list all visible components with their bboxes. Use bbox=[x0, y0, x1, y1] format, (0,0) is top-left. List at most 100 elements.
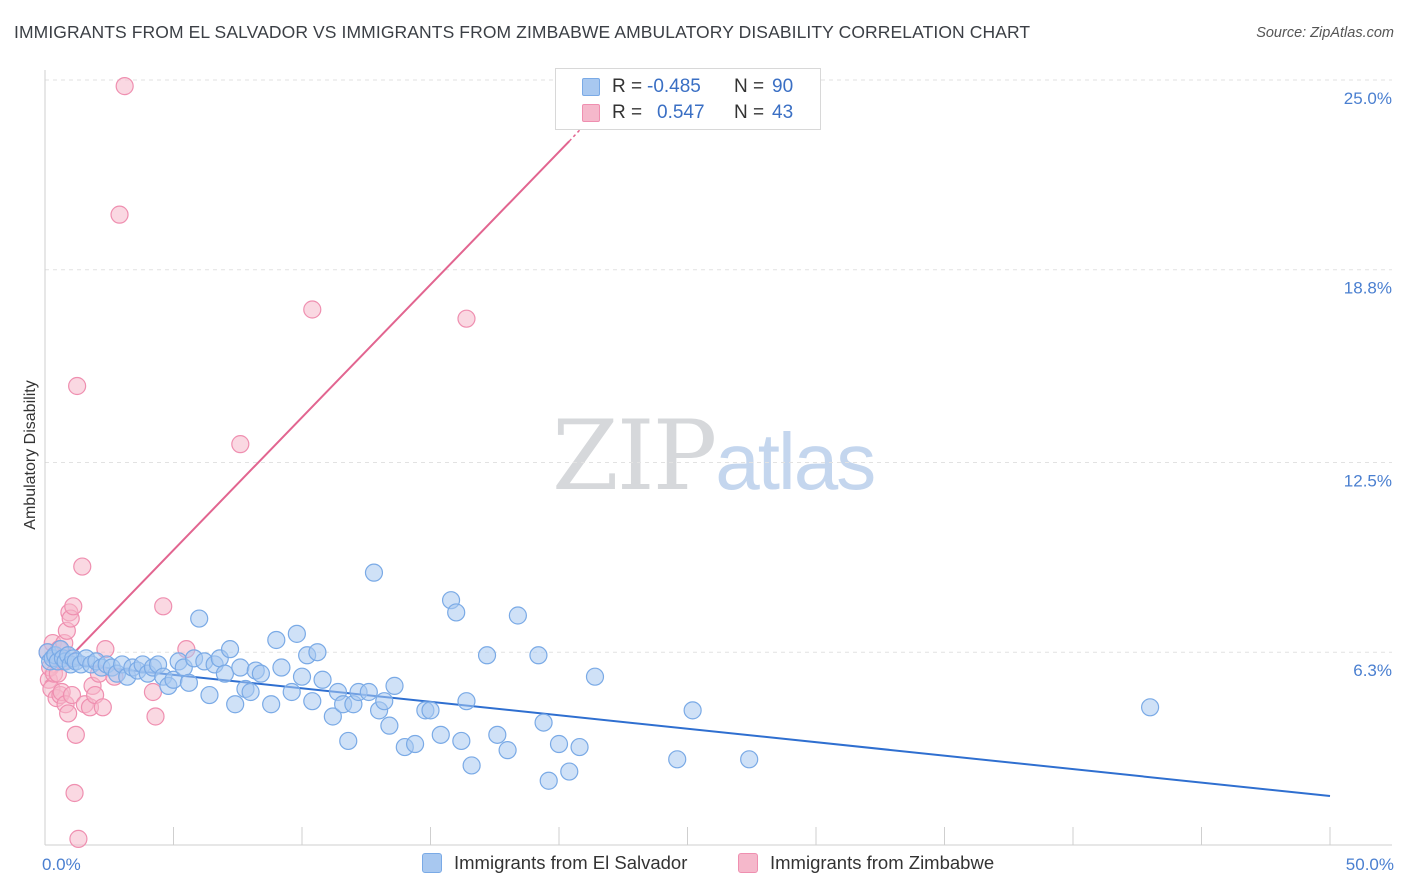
zimbabwe-point-23 bbox=[68, 376, 87, 396]
legend-r-value: -0.485 bbox=[647, 76, 701, 97]
y-tick-label-2: 12.5% bbox=[1344, 472, 1392, 491]
el-salvador-point-58 bbox=[323, 707, 342, 726]
zimbabwe-point-40 bbox=[231, 435, 250, 454]
y-axis-label: Ambulatory Disability bbox=[22, 380, 39, 529]
legend-swatch-el-salvador bbox=[582, 78, 600, 96]
legend-r-label: R = bbox=[612, 102, 643, 123]
el-salvador-point-68 bbox=[380, 716, 399, 735]
el-salvador-point-74 bbox=[431, 725, 450, 744]
el-salvador-point-93 bbox=[740, 750, 759, 769]
el-salvador-point-91 bbox=[668, 750, 687, 769]
watermark-zip: ZIP bbox=[552, 400, 717, 512]
zimbabwe-point-42 bbox=[457, 309, 476, 328]
watermark-atlas: atlas bbox=[715, 417, 876, 506]
zimbabwe-point-38 bbox=[154, 597, 173, 616]
el-salvador-point-86 bbox=[539, 771, 558, 790]
legend-swatch-el-salvador bbox=[422, 853, 442, 873]
legend-n-value: 43 bbox=[772, 102, 794, 123]
el-salvador-point-92 bbox=[683, 701, 702, 720]
y-tick-labels: 25.0% 18.8% 12.5% 6.3% bbox=[1344, 89, 1392, 680]
el-salvador-point-89 bbox=[570, 737, 589, 757]
zimbabwe-point-31 bbox=[93, 698, 112, 717]
zimbabwe-point-36 bbox=[143, 682, 163, 702]
el-salvador-point-55 bbox=[303, 692, 322, 711]
legend-r-value: 0.547 bbox=[657, 102, 705, 123]
el-salvador-point-57 bbox=[313, 670, 332, 689]
zimbabwe-point-21 bbox=[65, 783, 84, 803]
zimbabwe-point-24 bbox=[69, 829, 88, 848]
el-salvador-point-85 bbox=[534, 713, 553, 732]
el-salvador-point-45 bbox=[241, 682, 260, 702]
el-salvador-point-87 bbox=[549, 734, 569, 754]
el-salvador-point-52 bbox=[287, 624, 306, 643]
el-salvador-point-40 bbox=[215, 664, 234, 683]
el-salvador-point-65 bbox=[364, 563, 384, 582]
el-salvador-point-42 bbox=[226, 695, 245, 714]
el-salvador-point-94 bbox=[1140, 698, 1160, 717]
chart-title: IMMIGRANTS FROM EL SALVADOR VS IMMIGRANT… bbox=[14, 22, 1031, 42]
x-tick-labels: 0.0% 50.0% bbox=[42, 855, 1394, 874]
x-tick-label-0: 0.0% bbox=[42, 855, 81, 874]
el-salvador-point-73 bbox=[421, 701, 440, 720]
x-tick-label-1: 50.0% bbox=[1346, 855, 1394, 874]
source-label: Source: ZipAtlas.com bbox=[1256, 25, 1394, 41]
el-salvador-point-35 bbox=[190, 609, 209, 628]
trend-el-salvador bbox=[44, 660, 1331, 798]
axes bbox=[44, 70, 1392, 846]
el-salvador-point-50 bbox=[272, 658, 291, 677]
y-tick-label-3: 6.3% bbox=[1353, 661, 1392, 680]
el-salvador-point-84 bbox=[529, 646, 548, 665]
el-salvador-point-79 bbox=[462, 756, 481, 775]
y-tick-label-1: 18.8% bbox=[1344, 279, 1392, 298]
el-salvador-point-83 bbox=[508, 606, 527, 625]
points-el-salvador bbox=[38, 563, 1160, 790]
zimbabwe-point-20 bbox=[64, 597, 83, 616]
correlation-legend: R = -0.485 N = 90 R = 0.547 N = 43 bbox=[555, 68, 821, 130]
zimbabwe-point-19 bbox=[62, 685, 82, 705]
el-salvador-point-33 bbox=[179, 673, 199, 692]
el-salvador-point-37 bbox=[200, 685, 219, 705]
el-salvador-point-90 bbox=[585, 667, 605, 686]
el-salvador-point-43 bbox=[231, 658, 250, 677]
y-tick-label-0: 25.0% bbox=[1344, 89, 1392, 108]
el-salvador-point-82 bbox=[498, 741, 517, 760]
zimbabwe-point-25 bbox=[73, 557, 92, 576]
watermark: ZIPatlas bbox=[552, 400, 876, 512]
zimbabwe-point-22 bbox=[66, 725, 85, 744]
legend-n-value: 90 bbox=[772, 76, 794, 97]
el-salvador-point-81 bbox=[488, 725, 507, 744]
el-salvador-point-48 bbox=[262, 695, 281, 714]
el-salvador-point-64 bbox=[359, 682, 378, 702]
el-salvador-point-56 bbox=[308, 643, 327, 662]
el-salvador-point-88 bbox=[560, 762, 579, 781]
zimbabwe-point-41 bbox=[303, 300, 322, 319]
grid-lines bbox=[45, 79, 1392, 653]
el-salvador-point-47 bbox=[251, 664, 270, 683]
zimbabwe-point-34 bbox=[110, 205, 129, 224]
legend-r-label: R = bbox=[612, 76, 643, 97]
trend-line-el-salvador bbox=[44, 660, 1331, 798]
legend-label-zimbabwe: Immigrants from Zimbabwe bbox=[770, 852, 995, 873]
el-salvador-point-51 bbox=[282, 682, 301, 702]
legend-n-label: N = bbox=[734, 102, 765, 123]
el-salvador-point-80 bbox=[477, 646, 497, 665]
zimbabwe-point-16 bbox=[59, 704, 78, 723]
el-salvador-point-67 bbox=[375, 692, 394, 711]
el-salvador-point-78 bbox=[457, 692, 476, 711]
el-salvador-point-76 bbox=[447, 603, 466, 622]
trend-line-zimbabwe bbox=[44, 140, 570, 684]
el-salvador-point-71 bbox=[405, 734, 425, 754]
el-salvador-point-49 bbox=[267, 630, 286, 650]
el-salvador-point-53 bbox=[292, 667, 312, 686]
trend-zimbabwe bbox=[44, 113, 596, 684]
zimbabwe-point-35 bbox=[115, 77, 134, 96]
el-salvador-point-41 bbox=[220, 640, 240, 659]
el-salvador-point-69 bbox=[385, 676, 404, 695]
legend-label-el-salvador: Immigrants from El Salvador bbox=[454, 852, 688, 873]
legend-swatch-zimbabwe bbox=[738, 853, 758, 873]
el-salvador-point-77 bbox=[452, 731, 471, 751]
legend-swatch-zimbabwe bbox=[582, 104, 600, 122]
zimbabwe-point-37 bbox=[146, 707, 165, 726]
legend-n-label: N = bbox=[734, 76, 765, 97]
